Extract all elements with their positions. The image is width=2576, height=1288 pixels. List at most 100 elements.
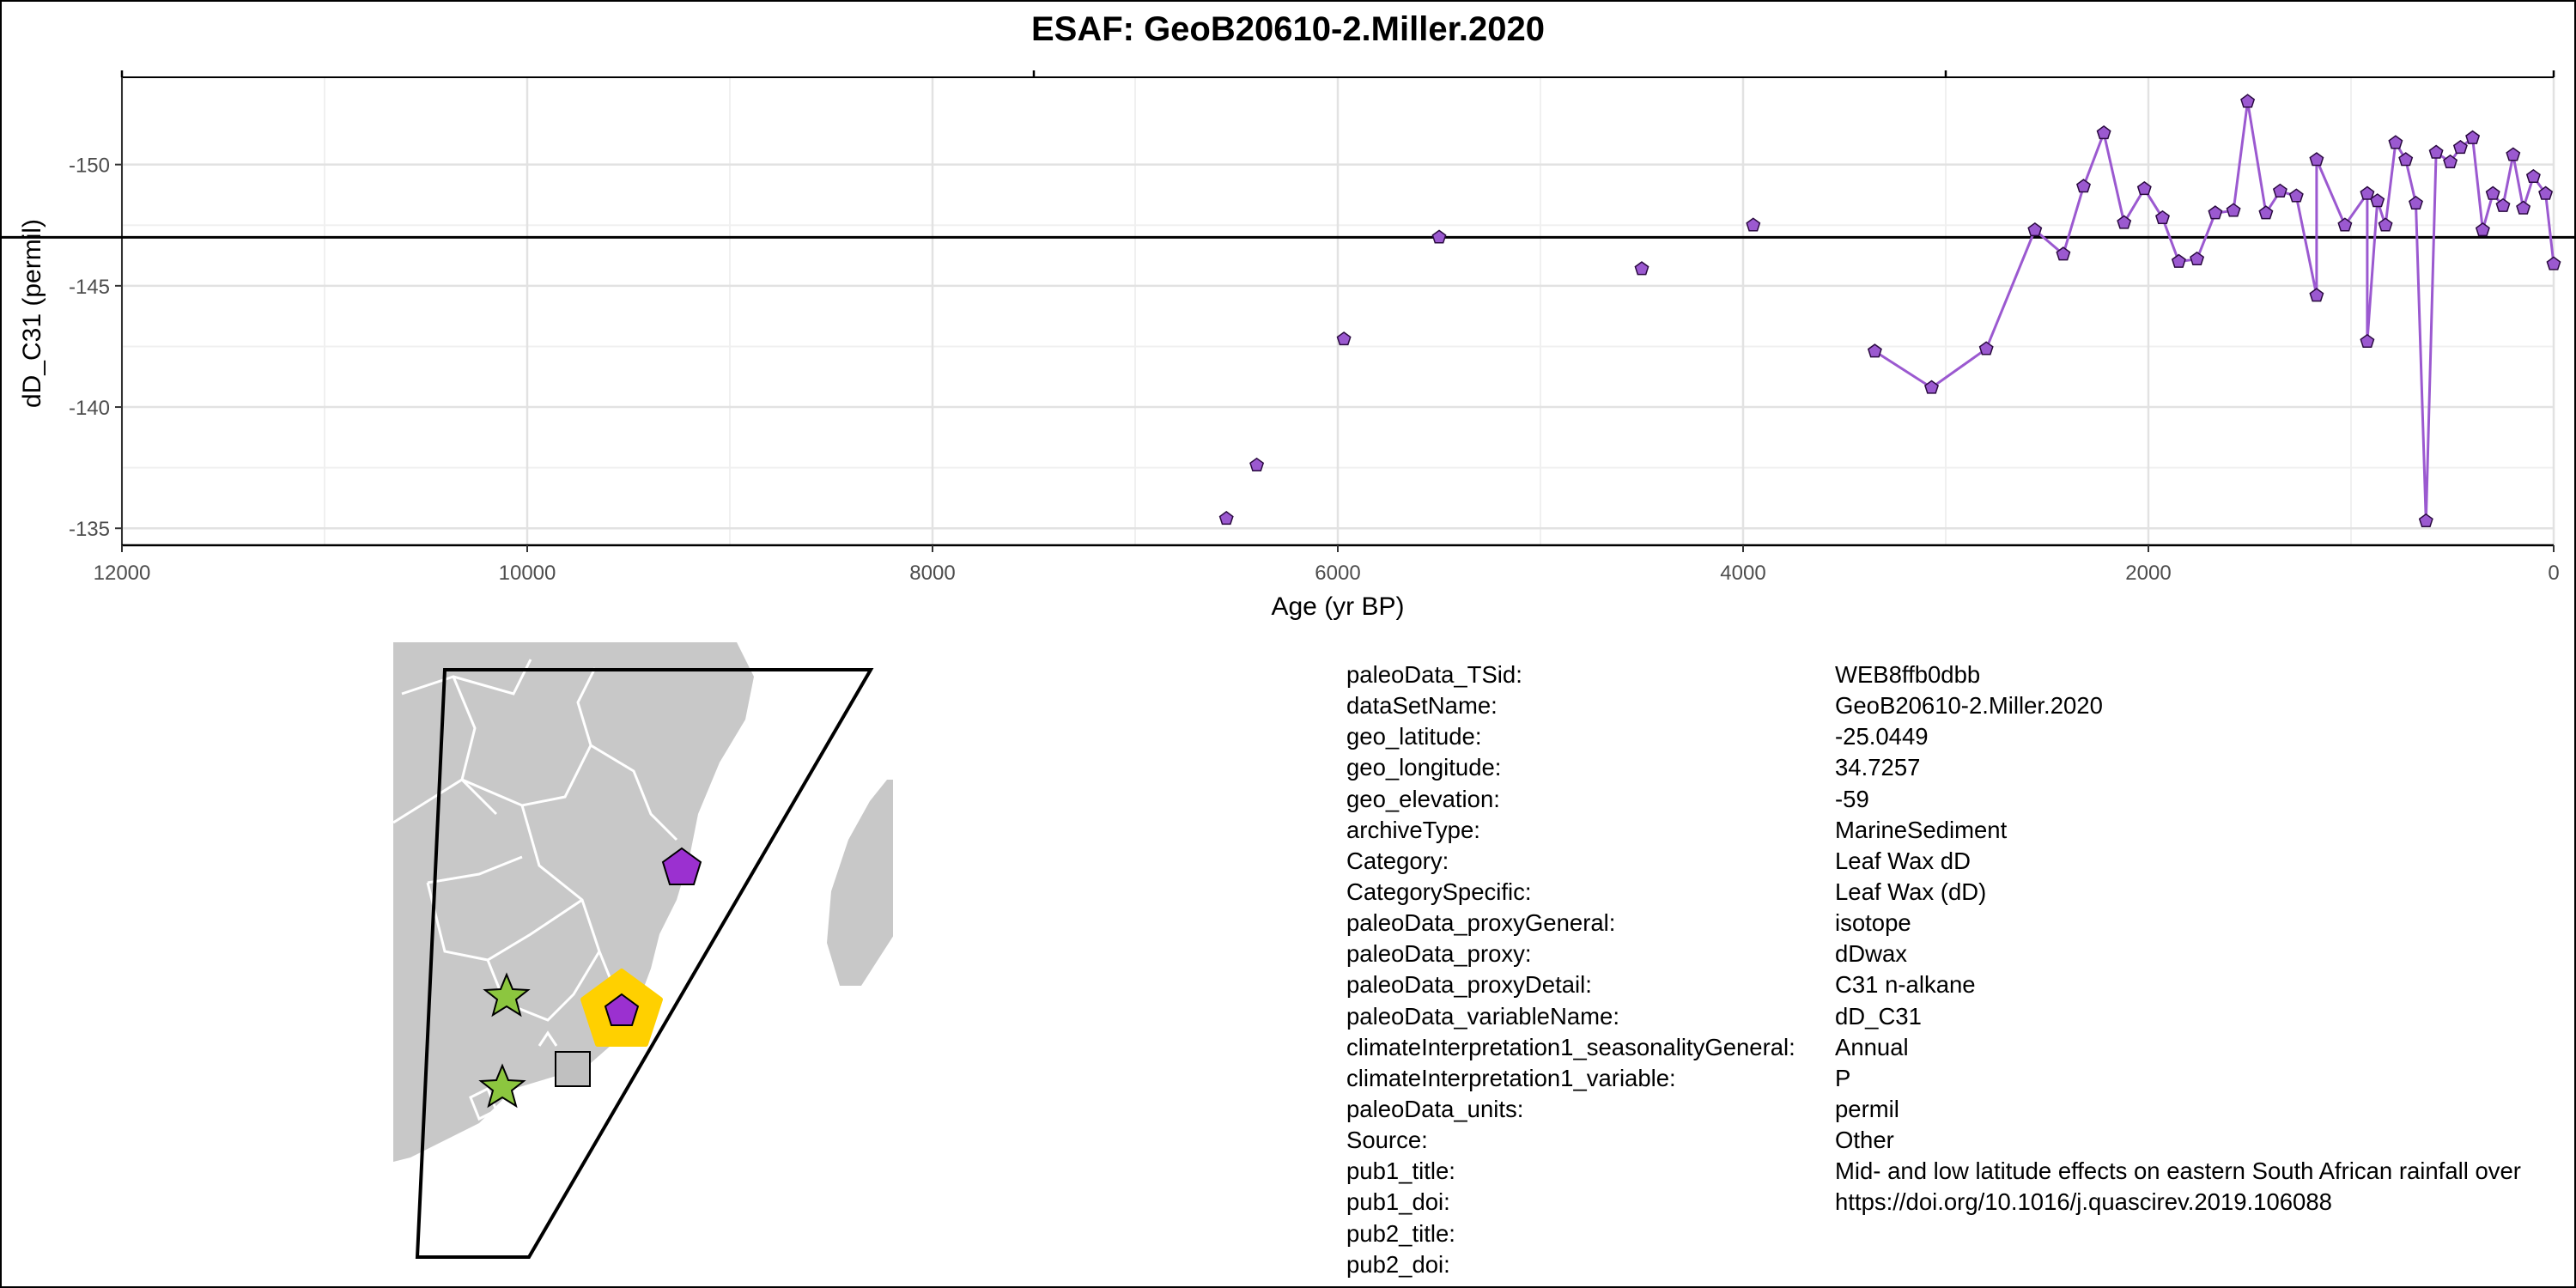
metadata-key: pub1_title:: [1346, 1157, 1455, 1185]
data-point: [2171, 253, 2186, 268]
data-point: [2388, 135, 2403, 149]
data-point: [2272, 183, 2287, 197]
data-point: [2443, 154, 2458, 169]
metadata-value: Leaf Wax (dD): [1835, 878, 1987, 905]
data-point: [1924, 380, 1939, 394]
metadata-value: permil: [1835, 1095, 1899, 1122]
data-point: [2027, 222, 2043, 237]
data-point: [2117, 215, 2132, 229]
y-tick-label: -140: [69, 397, 110, 420]
data-point: [2378, 217, 2393, 232]
metadata-key: pub2_doi:: [1346, 1250, 1450, 1278]
x-tick-label: 4000: [1720, 562, 1765, 585]
data-point: [2465, 130, 2481, 144]
purple-pentagon-marker: [661, 847, 702, 885]
metadata-value: Leaf Wax dD: [1835, 847, 1971, 874]
time-series-plot: 12000 10000 8000 6000 4000 2000 0 -150 -145 -140 -…: [0, 70, 2576, 585]
data-point: [2309, 152, 2324, 167]
x-tick-label: 8000: [909, 562, 955, 585]
metadata-value: dDwax: [1835, 940, 1908, 968]
data-point: [2370, 193, 2385, 208]
x-tick-label: 12000: [94, 562, 151, 585]
country-borders: [393, 659, 678, 1121]
data-point: [1336, 331, 1352, 346]
data-point: [2056, 246, 2071, 261]
data-point: [2546, 256, 2561, 270]
data-point: [2452, 139, 2468, 155]
data-point: [2096, 125, 2111, 140]
metadata-key: geo_latitude:: [1346, 723, 1482, 750]
data-point: [2428, 144, 2444, 159]
data-point: [2309, 288, 2324, 302]
data-point: [2240, 94, 2256, 108]
data-point: [2208, 205, 2223, 220]
x-tick-label: 2000: [2125, 562, 2171, 585]
data-point: [2288, 188, 2304, 203]
data-point: [2485, 185, 2500, 200]
data-point: [2398, 152, 2414, 167]
data-point: [2076, 179, 2091, 193]
metadata-value: Annual: [1835, 1033, 1909, 1060]
data-point: [1634, 261, 1649, 276]
data-point: [2155, 210, 2170, 225]
site-map: [393, 642, 893, 1261]
metadata-key: paleoData_units:: [1346, 1095, 1524, 1122]
data-point: [2360, 333, 2375, 349]
metadata-key: geo_elevation:: [1346, 785, 1500, 812]
metadata-value: https://doi.org/10.1016/j.quascirev.2019…: [1835, 1188, 2332, 1216]
data-point: [2409, 195, 2423, 210]
metadata-value: P: [1835, 1064, 1851, 1091]
data-point: [2495, 197, 2511, 212]
metadata-value: isotope: [1835, 909, 1911, 937]
metadata-value: Mid- and low latitude effects on eastern…: [1835, 1157, 2521, 1185]
y-tick-label: -150: [69, 155, 110, 178]
data-point: [2506, 147, 2521, 161]
y-tick-label: -145: [69, 276, 110, 299]
y-tick-label: -135: [69, 518, 110, 541]
metadata-value: MarineSediment: [1835, 816, 2008, 843]
data-point: [2475, 222, 2490, 237]
data-point: [2190, 251, 2205, 266]
data-point: [2538, 185, 2554, 200]
metadata-value: WEB8ffb0dbb: [1835, 661, 1981, 688]
metadata-key: dataSetName:: [1346, 692, 1498, 720]
data-point: [2226, 203, 2241, 217]
green-star-marker: [478, 1063, 526, 1109]
data-point: [1431, 229, 1447, 244]
data-point: [2516, 200, 2531, 215]
africa-land: [393, 642, 754, 1162]
metadata-key: Source:: [1346, 1127, 1428, 1154]
metadata-key: paleoData_variableName:: [1346, 1002, 1619, 1030]
data-point: [2136, 180, 2152, 196]
data-point: [1218, 510, 1234, 526]
data-point: [1867, 343, 1882, 358]
metadata-key: pub2_title:: [1346, 1219, 1455, 1247]
chart-title: ESAF: GeoB20610-2.Miller.2020: [1030, 10, 1546, 48]
metadata-value: dD_C31: [1835, 1002, 1922, 1030]
study-region-outline: [415, 668, 874, 1259]
metadata-key: paleoData_proxyGeneral:: [1346, 909, 1616, 937]
metadata-key: climateInterpretation1_seasonalityGenera…: [1346, 1033, 1795, 1060]
madagascar-land: [827, 780, 893, 986]
x-tick-label: 0: [2548, 562, 2559, 585]
metadata-key: paleoData_TSid:: [1346, 661, 1522, 688]
metadata-value: 34.7257: [1835, 754, 1921, 781]
green-star-marker: [483, 972, 531, 1018]
metadata-value: C31 n-alkane: [1835, 971, 1976, 999]
metadata-key: CategorySpecific:: [1346, 878, 1532, 905]
metadata-key: paleoData_proxy:: [1346, 940, 1532, 968]
metadata-key: pub1_doi:: [1346, 1188, 1450, 1216]
metadata-key: Category:: [1346, 847, 1449, 874]
metadata-key: paleoData_proxyDetail:: [1346, 971, 1592, 999]
x-tick-label: 6000: [1315, 562, 1360, 585]
y-axis-label: dD_C31 (permil): [18, 218, 46, 409]
data-point: [2418, 513, 2433, 527]
metadata-value: -59: [1835, 785, 1869, 812]
x-axis-label: Age (yr BP): [1271, 592, 1405, 621]
metadata-value: -25.0449: [1835, 723, 1929, 750]
gray-square-marker: [555, 1051, 591, 1087]
data-point: [2360, 185, 2375, 200]
metadata-key: climateInterpretation1_variable:: [1346, 1064, 1676, 1091]
data-point: [2525, 168, 2541, 183]
